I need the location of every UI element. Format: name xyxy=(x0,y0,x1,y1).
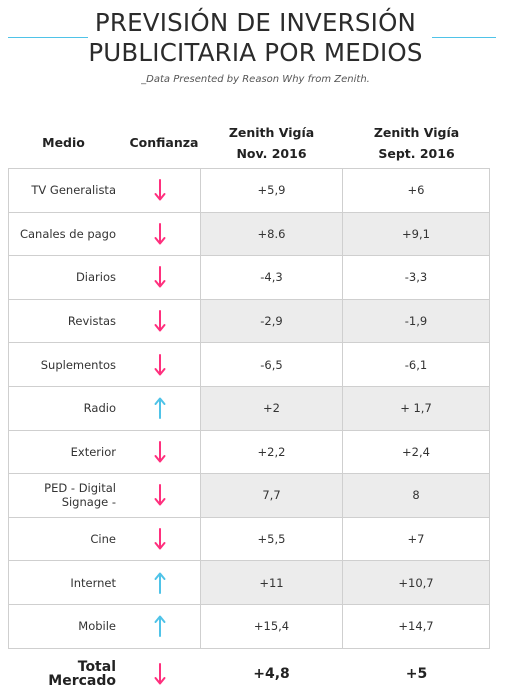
row-nov-value: +2 xyxy=(200,386,343,430)
arrow-down-icon xyxy=(154,266,165,288)
row-medio-label: Revistas xyxy=(8,299,119,343)
row-medio-label: Radio xyxy=(8,386,119,430)
row-sept-value: +10,7 xyxy=(343,561,490,604)
total-nov-value: +4,8 xyxy=(253,666,290,682)
subtitle: _Data Presented by Reason Why from Zenit… xyxy=(141,74,370,85)
table-row: Revistas -2,9 -1,9 xyxy=(8,299,490,344)
row-sept-value: +6 xyxy=(343,169,490,212)
row-medio-label: Mobile xyxy=(8,604,119,648)
total-confianza xyxy=(119,652,200,696)
row-medio-label: Suplementos xyxy=(8,343,119,386)
table-row: Internet +11 +10,7 xyxy=(8,561,490,605)
title-decoration-right xyxy=(432,37,496,38)
title-decoration-left xyxy=(8,37,88,38)
arrow-down-icon xyxy=(154,663,165,685)
total-sept-value: +5 xyxy=(405,666,428,682)
header-confianza: Confianza xyxy=(129,135,199,150)
row-medio-label: Exterior xyxy=(8,430,119,474)
table-row: Diarios -4,3 -3,3 xyxy=(8,256,490,300)
table-row: Suplementos -6,5 -6,1 xyxy=(8,343,490,387)
row-sept-value: +7 xyxy=(343,517,490,561)
row-sept-value: -1,9 xyxy=(343,299,490,343)
title-block: PREVISIÓN DE INVERSIÓN PUBLICITARIA POR … xyxy=(0,8,511,68)
table-row: Canales de pago +8.6 +9,1 xyxy=(8,212,490,257)
row-medio-label: Cine xyxy=(8,517,119,561)
row-confianza xyxy=(119,213,200,256)
row-nov-value: +15,4 xyxy=(200,604,343,648)
header-nov-2016: Zenith Vigía Nov. 2016 xyxy=(200,122,343,164)
row-nov-value: -4,3 xyxy=(200,256,343,299)
row-nov-value: +11 xyxy=(200,561,343,604)
row-confianza xyxy=(119,474,200,517)
row-nov-value: +5,5 xyxy=(200,517,343,561)
row-confianza xyxy=(119,300,200,343)
row-nov-value: +5,9 xyxy=(200,169,343,212)
page-title-line1: PREVISIÓN DE INVERSIÓN xyxy=(94,8,417,37)
page-title-line2: PUBLICITARIA POR MEDIOS xyxy=(88,38,423,67)
arrow-down-icon xyxy=(154,179,165,201)
arrow-up-icon xyxy=(154,572,165,594)
table-row: Cine +5,5 +7 xyxy=(8,517,490,562)
arrow-down-icon xyxy=(154,440,165,463)
arrow-down-icon xyxy=(154,528,165,550)
row-nov-value: -6,5 xyxy=(200,343,343,386)
row-nov-value: +8.6 xyxy=(200,212,343,256)
table-row: TV Generalista +5,9 +6 xyxy=(8,169,490,213)
header-sept-line1: Zenith Vigía xyxy=(373,125,460,140)
table-row: Radio +2 + 1,7 xyxy=(8,386,490,431)
row-sept-value: -3,3 xyxy=(343,256,490,299)
row-medio-label: Diarios xyxy=(8,256,119,299)
row-nov-value: +2,2 xyxy=(200,430,343,474)
table-header: Medio Confianza Zenith Vigía Nov. 2016 Z… xyxy=(0,122,511,168)
header-sept-line2: Sept. 2016 xyxy=(378,146,455,161)
row-medio-label: Internet xyxy=(8,561,119,604)
row-sept-value: 8 xyxy=(343,474,490,517)
row-confianza xyxy=(119,518,200,561)
arrow-up-icon xyxy=(154,397,165,420)
arrow-down-icon xyxy=(154,484,165,506)
row-sept-value: -6,1 xyxy=(343,343,490,386)
arrow-down-icon xyxy=(154,222,165,245)
row-confianza xyxy=(119,387,200,430)
header-sept-2016: Zenith Vigía Sept. 2016 xyxy=(343,122,490,164)
row-confianza xyxy=(119,256,200,299)
row-confianza xyxy=(119,169,200,212)
table-row: Exterior +2,2 +2,4 xyxy=(8,430,490,475)
row-confianza xyxy=(119,343,200,386)
header-nov-line1: Zenith Vigía xyxy=(228,125,315,140)
header-medio: Medio xyxy=(42,135,85,150)
row-medio-text: PED - Digital Signage - xyxy=(44,481,116,510)
header-nov-line2: Nov. 2016 xyxy=(236,146,307,161)
row-nov-value: 7,7 xyxy=(200,474,343,517)
arrow-down-icon xyxy=(154,310,165,332)
table-body: TV Generalista +5,9 +6 Canales de pago +8.6 +… xyxy=(8,168,490,649)
row-sept-value: +9,1 xyxy=(343,212,490,256)
arrow-down-icon xyxy=(154,353,165,376)
total-medio: Total Mercado xyxy=(48,659,116,689)
row-nov-value: -2,9 xyxy=(200,299,343,343)
row-confianza xyxy=(119,431,200,474)
row-medio-label: TV Generalista xyxy=(8,169,119,212)
row-sept-value: +14,7 xyxy=(343,604,490,648)
row-medio-label: PED - Digital Signage - xyxy=(8,474,119,517)
total-row: Total Mercado +4,8 +5 xyxy=(8,652,490,696)
row-confianza xyxy=(119,605,200,648)
table-row: PED - Digital Signage - 7,7 8 xyxy=(8,474,490,518)
table-row: Mobile +15,4 +14,7 xyxy=(8,604,490,649)
row-sept-value: +2,4 xyxy=(343,430,490,474)
row-medio-label: Canales de pago xyxy=(8,212,119,256)
arrow-up-icon xyxy=(154,615,165,638)
row-confianza xyxy=(119,561,200,604)
row-sept-value: + 1,7 xyxy=(343,386,490,430)
